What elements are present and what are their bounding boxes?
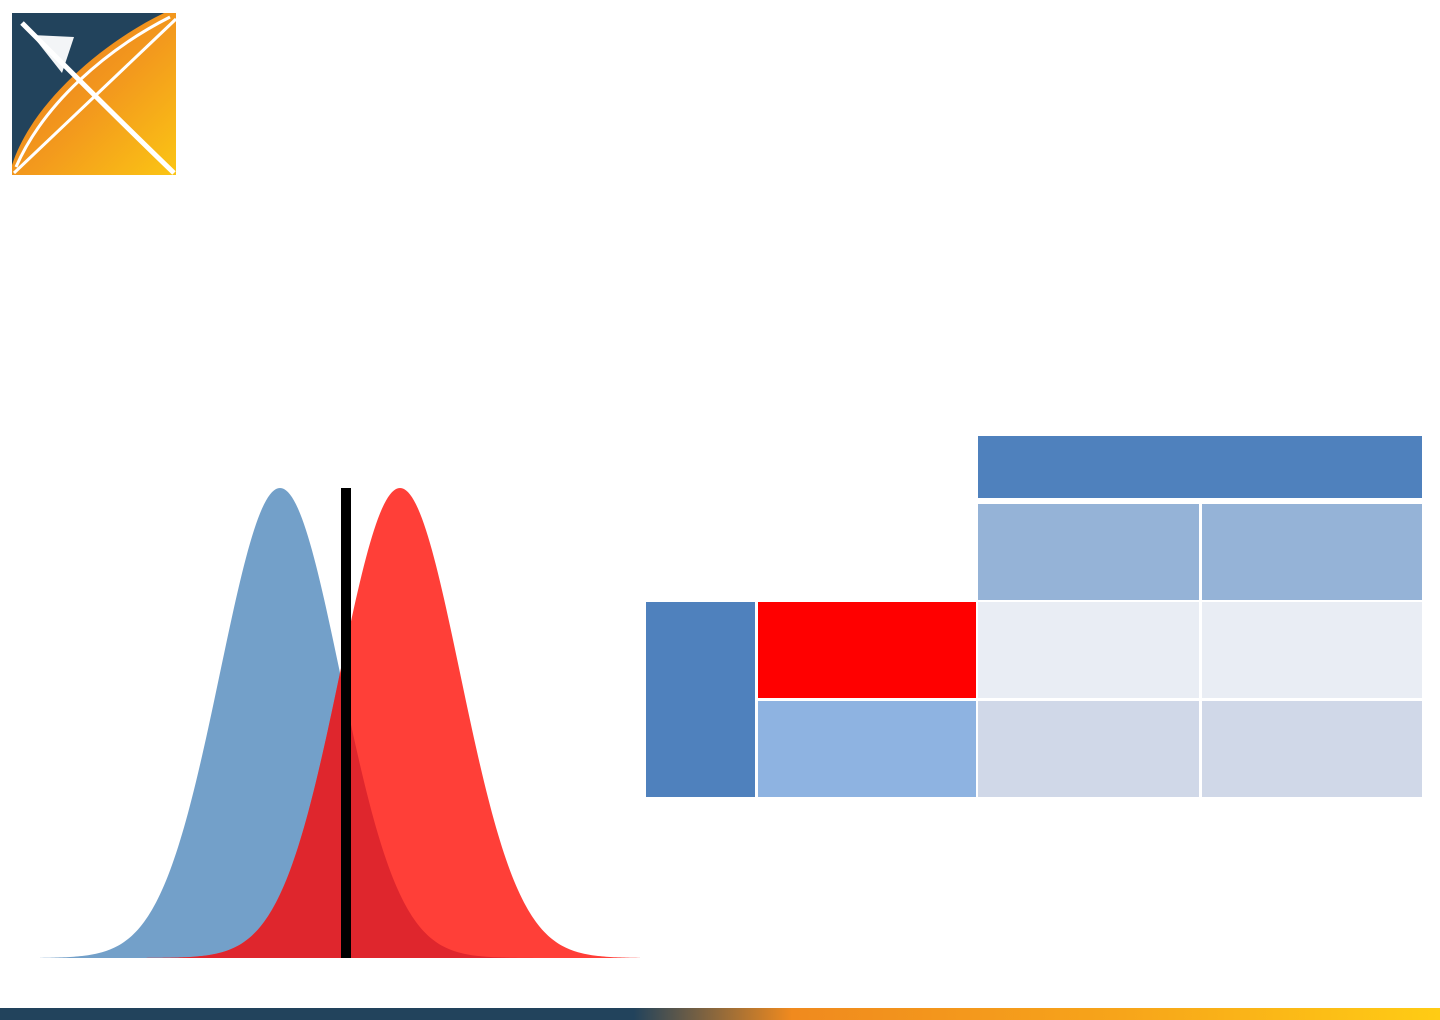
distribution-overlap [40, 672, 640, 958]
row-label-2 [758, 701, 976, 797]
matrix-cell-1-2 [1202, 602, 1422, 698]
footer-gradient-bar [0, 1008, 1440, 1020]
confusion-matrix [646, 436, 1422, 797]
row-header-left [646, 602, 755, 797]
distribution-chart [40, 488, 640, 958]
subheader-col-2 [1202, 504, 1422, 600]
matrix-cell-2-1 [978, 701, 1199, 797]
matrix-cell-2-2 [1202, 701, 1422, 797]
subheader-col-1 [978, 504, 1199, 600]
matrix-cell-1-1 [978, 602, 1199, 698]
threshold-line [341, 488, 351, 958]
header-top [978, 436, 1422, 498]
x-logo-icon [12, 13, 176, 175]
row-label-1 [758, 602, 976, 698]
